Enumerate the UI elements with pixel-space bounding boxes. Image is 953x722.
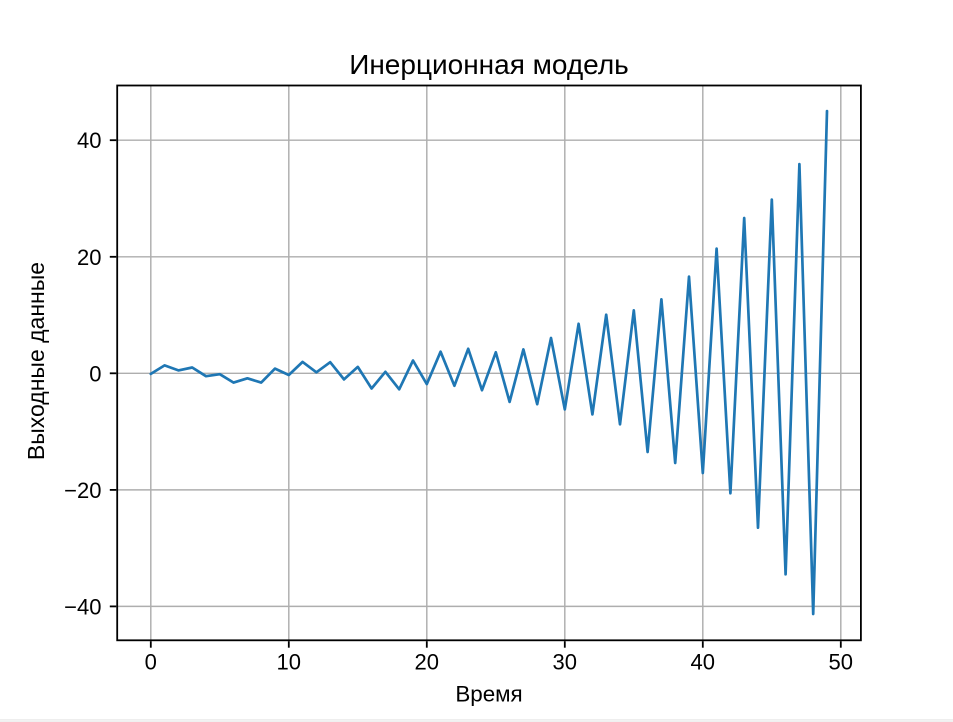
svg-text:40: 40 [77, 128, 101, 153]
svg-text:−: − [64, 594, 77, 619]
svg-text:Инерционная модель: Инерционная модель [349, 49, 629, 80]
svg-text:0: 0 [145, 650, 157, 675]
svg-text:Выходные данные: Выходные данные [23, 262, 49, 460]
svg-text:20: 20 [77, 245, 101, 270]
svg-text:40: 40 [691, 650, 715, 675]
svg-text:20: 20 [415, 650, 439, 675]
svg-text:20: 20 [77, 478, 101, 503]
svg-text:−: − [64, 478, 77, 503]
svg-text:40: 40 [77, 594, 101, 619]
svg-text:Время: Время [455, 681, 522, 706]
svg-text:30: 30 [553, 650, 577, 675]
svg-text:10: 10 [277, 650, 301, 675]
svg-text:0: 0 [89, 361, 101, 386]
svg-text:50: 50 [829, 650, 853, 675]
